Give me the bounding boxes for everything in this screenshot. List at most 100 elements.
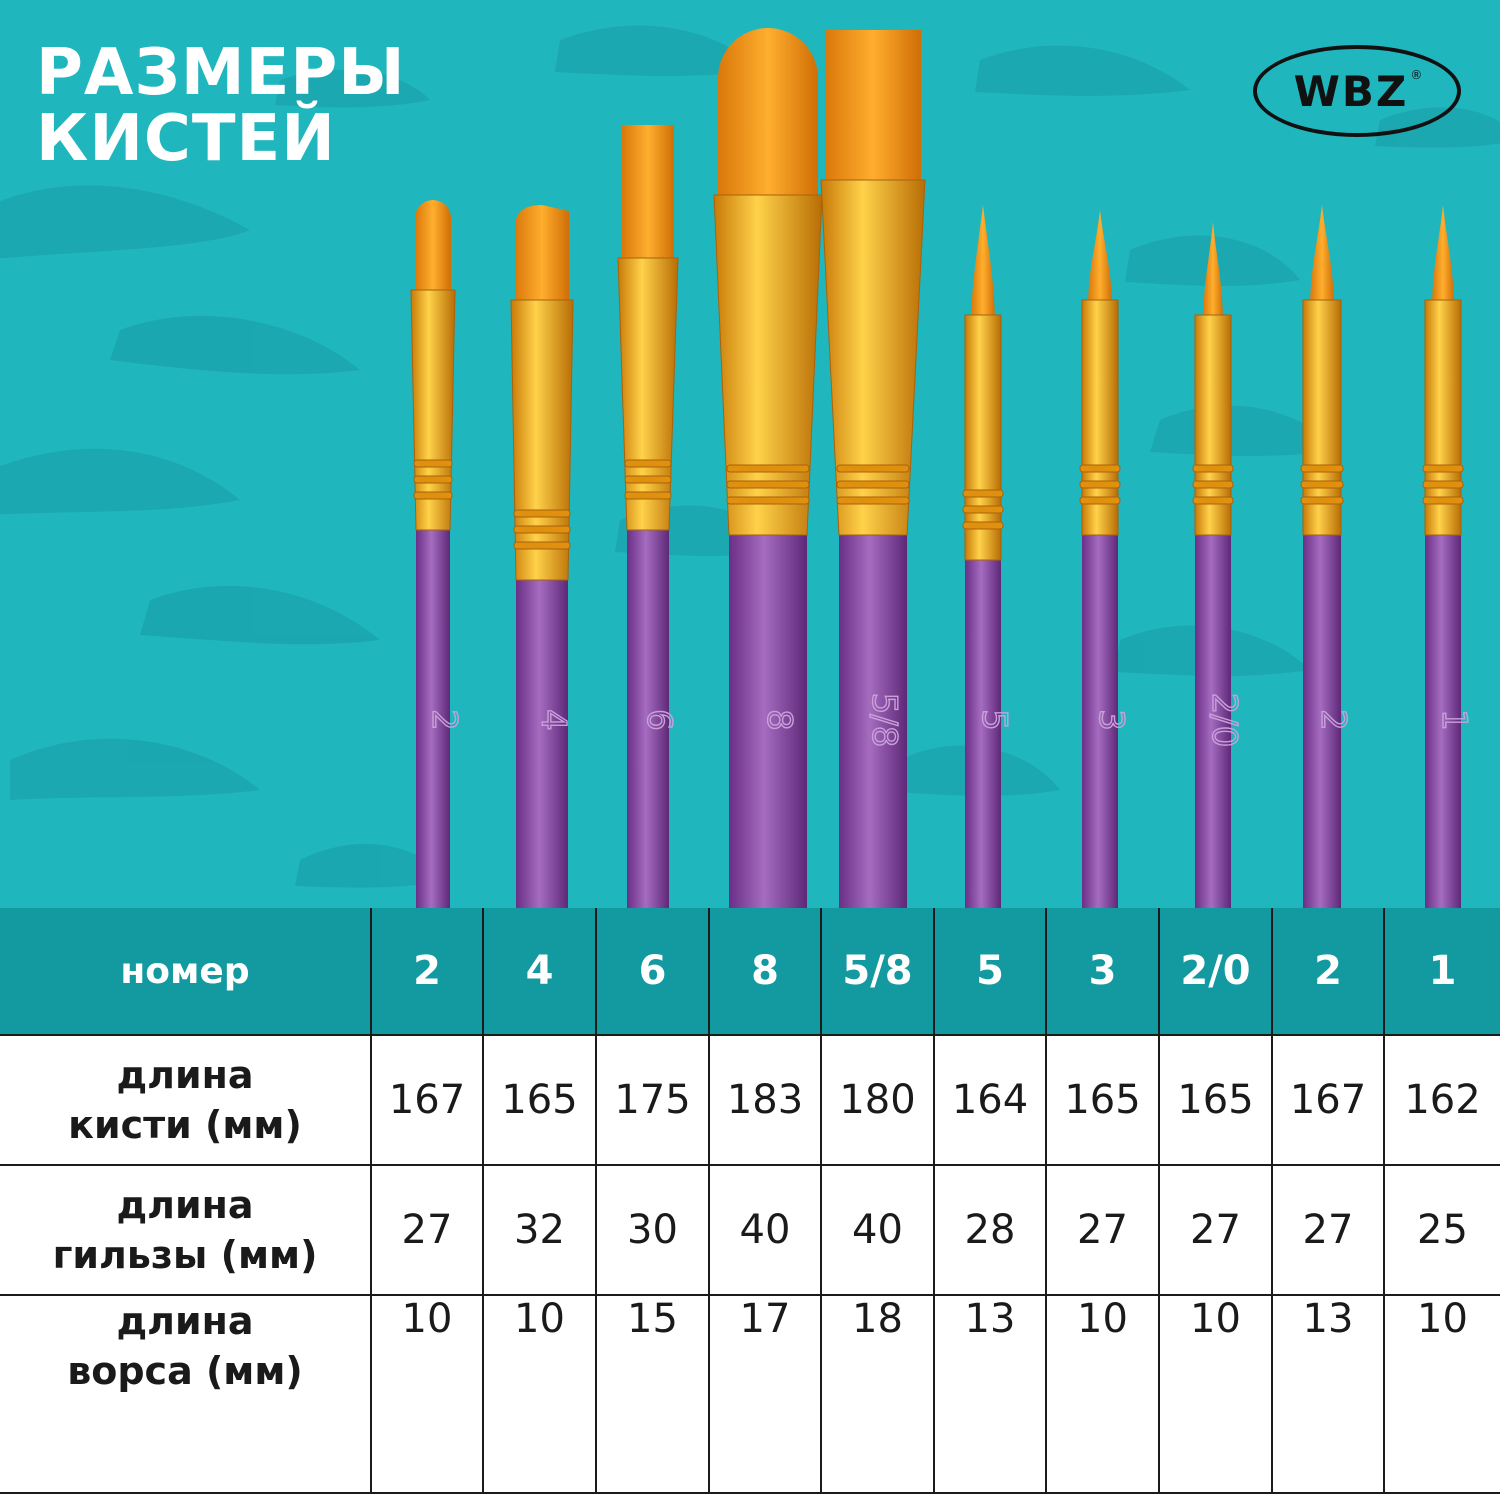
brush: 6 — [617, 125, 680, 910]
brush-handle — [1195, 531, 1231, 910]
table-cell: 40 — [820, 1164, 935, 1296]
brush-handle — [516, 576, 568, 910]
table-cell: 167 — [370, 1034, 484, 1166]
hero-banner: РАЗМЕРЫ КИСТЕЙ WBZ ® 2 4 6 8 5/8 5 3 2/0 2 1 — [0, 0, 1500, 910]
brush-handle-number: 2/0 — [1204, 693, 1244, 748]
brush: 2/0 — [1192, 222, 1245, 910]
brush-bristles — [1310, 205, 1334, 310]
brush-ferrule — [510, 299, 574, 581]
brush-bristles — [1203, 222, 1223, 325]
header-cell: 3 — [1045, 908, 1160, 1036]
table-cell: 183 — [708, 1034, 822, 1166]
page-title: РАЗМЕРЫ КИСТЕЙ — [36, 40, 406, 172]
brush-specs-table: номер 2 4 6 8 5/8 5 3 2/0 2 1 длина кист… — [0, 908, 1500, 1494]
brush: 5/8 — [820, 30, 926, 910]
brush-crimp-ring — [1079, 496, 1121, 505]
brush-crimp-ring — [726, 496, 810, 505]
brush-handle — [1303, 531, 1341, 910]
brush-crimp-ring — [1079, 480, 1121, 489]
brush: 3 — [1079, 210, 1132, 910]
brush-crimp-ring — [513, 509, 571, 518]
row-label-line-2: гильзы (мм) — [52, 1233, 318, 1277]
table-cell: 175 — [595, 1034, 710, 1166]
brush-ferrule — [410, 289, 456, 531]
brush: 5 — [962, 205, 1015, 910]
brush-ferrule — [1424, 299, 1462, 536]
brush-crimp-ring — [1192, 480, 1234, 489]
table-cell: 18 — [820, 1294, 935, 1494]
header-cell: 2/0 — [1158, 908, 1273, 1036]
brush-crimp-ring — [1300, 464, 1344, 473]
header-cell: 1 — [1383, 908, 1500, 1036]
brush-crimp-ring — [1300, 480, 1344, 489]
brush-bristles — [718, 28, 818, 205]
brush-handle — [1425, 531, 1461, 910]
brush-crimp-ring — [962, 489, 1004, 498]
table-cell: 162 — [1383, 1034, 1500, 1166]
brush-bristles — [515, 205, 569, 310]
brush-crimp-ring — [962, 505, 1004, 514]
header-cell: 5 — [933, 908, 1047, 1036]
brush-ferrule — [1302, 299, 1342, 536]
brush-crimp-ring — [624, 459, 672, 468]
brush-ferrule — [617, 257, 679, 531]
brush-handle — [965, 556, 1001, 910]
brush-handle — [839, 531, 907, 910]
header-cell: 2 — [1271, 908, 1385, 1036]
header-cell: 6 — [595, 908, 710, 1036]
table-cell: 27 — [1045, 1164, 1160, 1296]
brush-handle-number: 5/8 — [864, 693, 904, 748]
brush-bristles — [1432, 205, 1454, 310]
brush-crimp-ring — [1422, 496, 1464, 505]
table-cell: 32 — [482, 1164, 597, 1296]
brush-ferrule — [1194, 314, 1232, 536]
table-cell: 28 — [933, 1164, 1047, 1296]
brush-ferrule — [713, 194, 823, 536]
brush: 1 — [1422, 205, 1475, 910]
row-label: длина кисти (мм) — [0, 1034, 372, 1166]
table-cell: 10 — [1158, 1294, 1273, 1494]
brush: 2 — [1300, 205, 1354, 910]
table-cell: 165 — [1158, 1034, 1273, 1166]
brush-crimp-ring — [1422, 464, 1464, 473]
table-cell: 27 — [370, 1164, 484, 1296]
table-cell: 27 — [1271, 1164, 1385, 1296]
brush-handle-number: 5 — [974, 709, 1014, 731]
row-label-line-1: длина — [116, 1183, 254, 1227]
brush-handle — [1082, 531, 1118, 910]
brush-handle — [416, 526, 450, 910]
page-title-line-1: РАЗМЕРЫ — [36, 36, 406, 110]
brush-crimp-ring — [836, 464, 910, 473]
header-cell: 4 — [482, 908, 597, 1036]
table-cell: 40 — [708, 1164, 822, 1296]
table-row: длина гильзы (мм) 27 32 30 40 40 28 27 2… — [0, 1164, 1500, 1296]
brush-crimp-ring — [1422, 480, 1464, 489]
registered-mark: ® — [1410, 68, 1423, 82]
brush-crimp-ring — [624, 491, 672, 500]
brush-crimp-ring — [413, 459, 453, 468]
brush-crimp-ring — [513, 541, 571, 550]
brush-crimp-ring — [1079, 464, 1121, 473]
table-cell: 10 — [1045, 1294, 1160, 1494]
brush: 8 — [713, 28, 823, 910]
brush-handle-number: 2 — [1313, 709, 1353, 731]
brush-ferrule — [1081, 299, 1119, 536]
brand-logo: WBZ ® — [1253, 45, 1461, 137]
brush-crimp-ring — [1192, 496, 1234, 505]
table-row: длина ворса (мм) 10 10 15 17 18 13 10 10… — [0, 1294, 1500, 1494]
brush-bristles — [415, 200, 451, 300]
header-cell: 8 — [708, 908, 822, 1036]
table-cell: 167 — [1271, 1034, 1385, 1166]
brush-crimp-ring — [836, 496, 910, 505]
brush-handle — [729, 531, 807, 910]
table-cell: 17 — [708, 1294, 822, 1494]
brush-handle — [627, 526, 669, 910]
table-cell: 13 — [1271, 1294, 1385, 1494]
table-cell: 10 — [1383, 1294, 1500, 1494]
brand-logo-text: WBZ — [1293, 66, 1409, 116]
brush-handle-number: 1 — [1434, 709, 1474, 731]
brush-bristles — [971, 205, 995, 325]
brush-crimp-ring — [1192, 464, 1234, 473]
table-cell: 164 — [933, 1034, 1047, 1166]
brush-handle-number: 2 — [424, 709, 464, 731]
